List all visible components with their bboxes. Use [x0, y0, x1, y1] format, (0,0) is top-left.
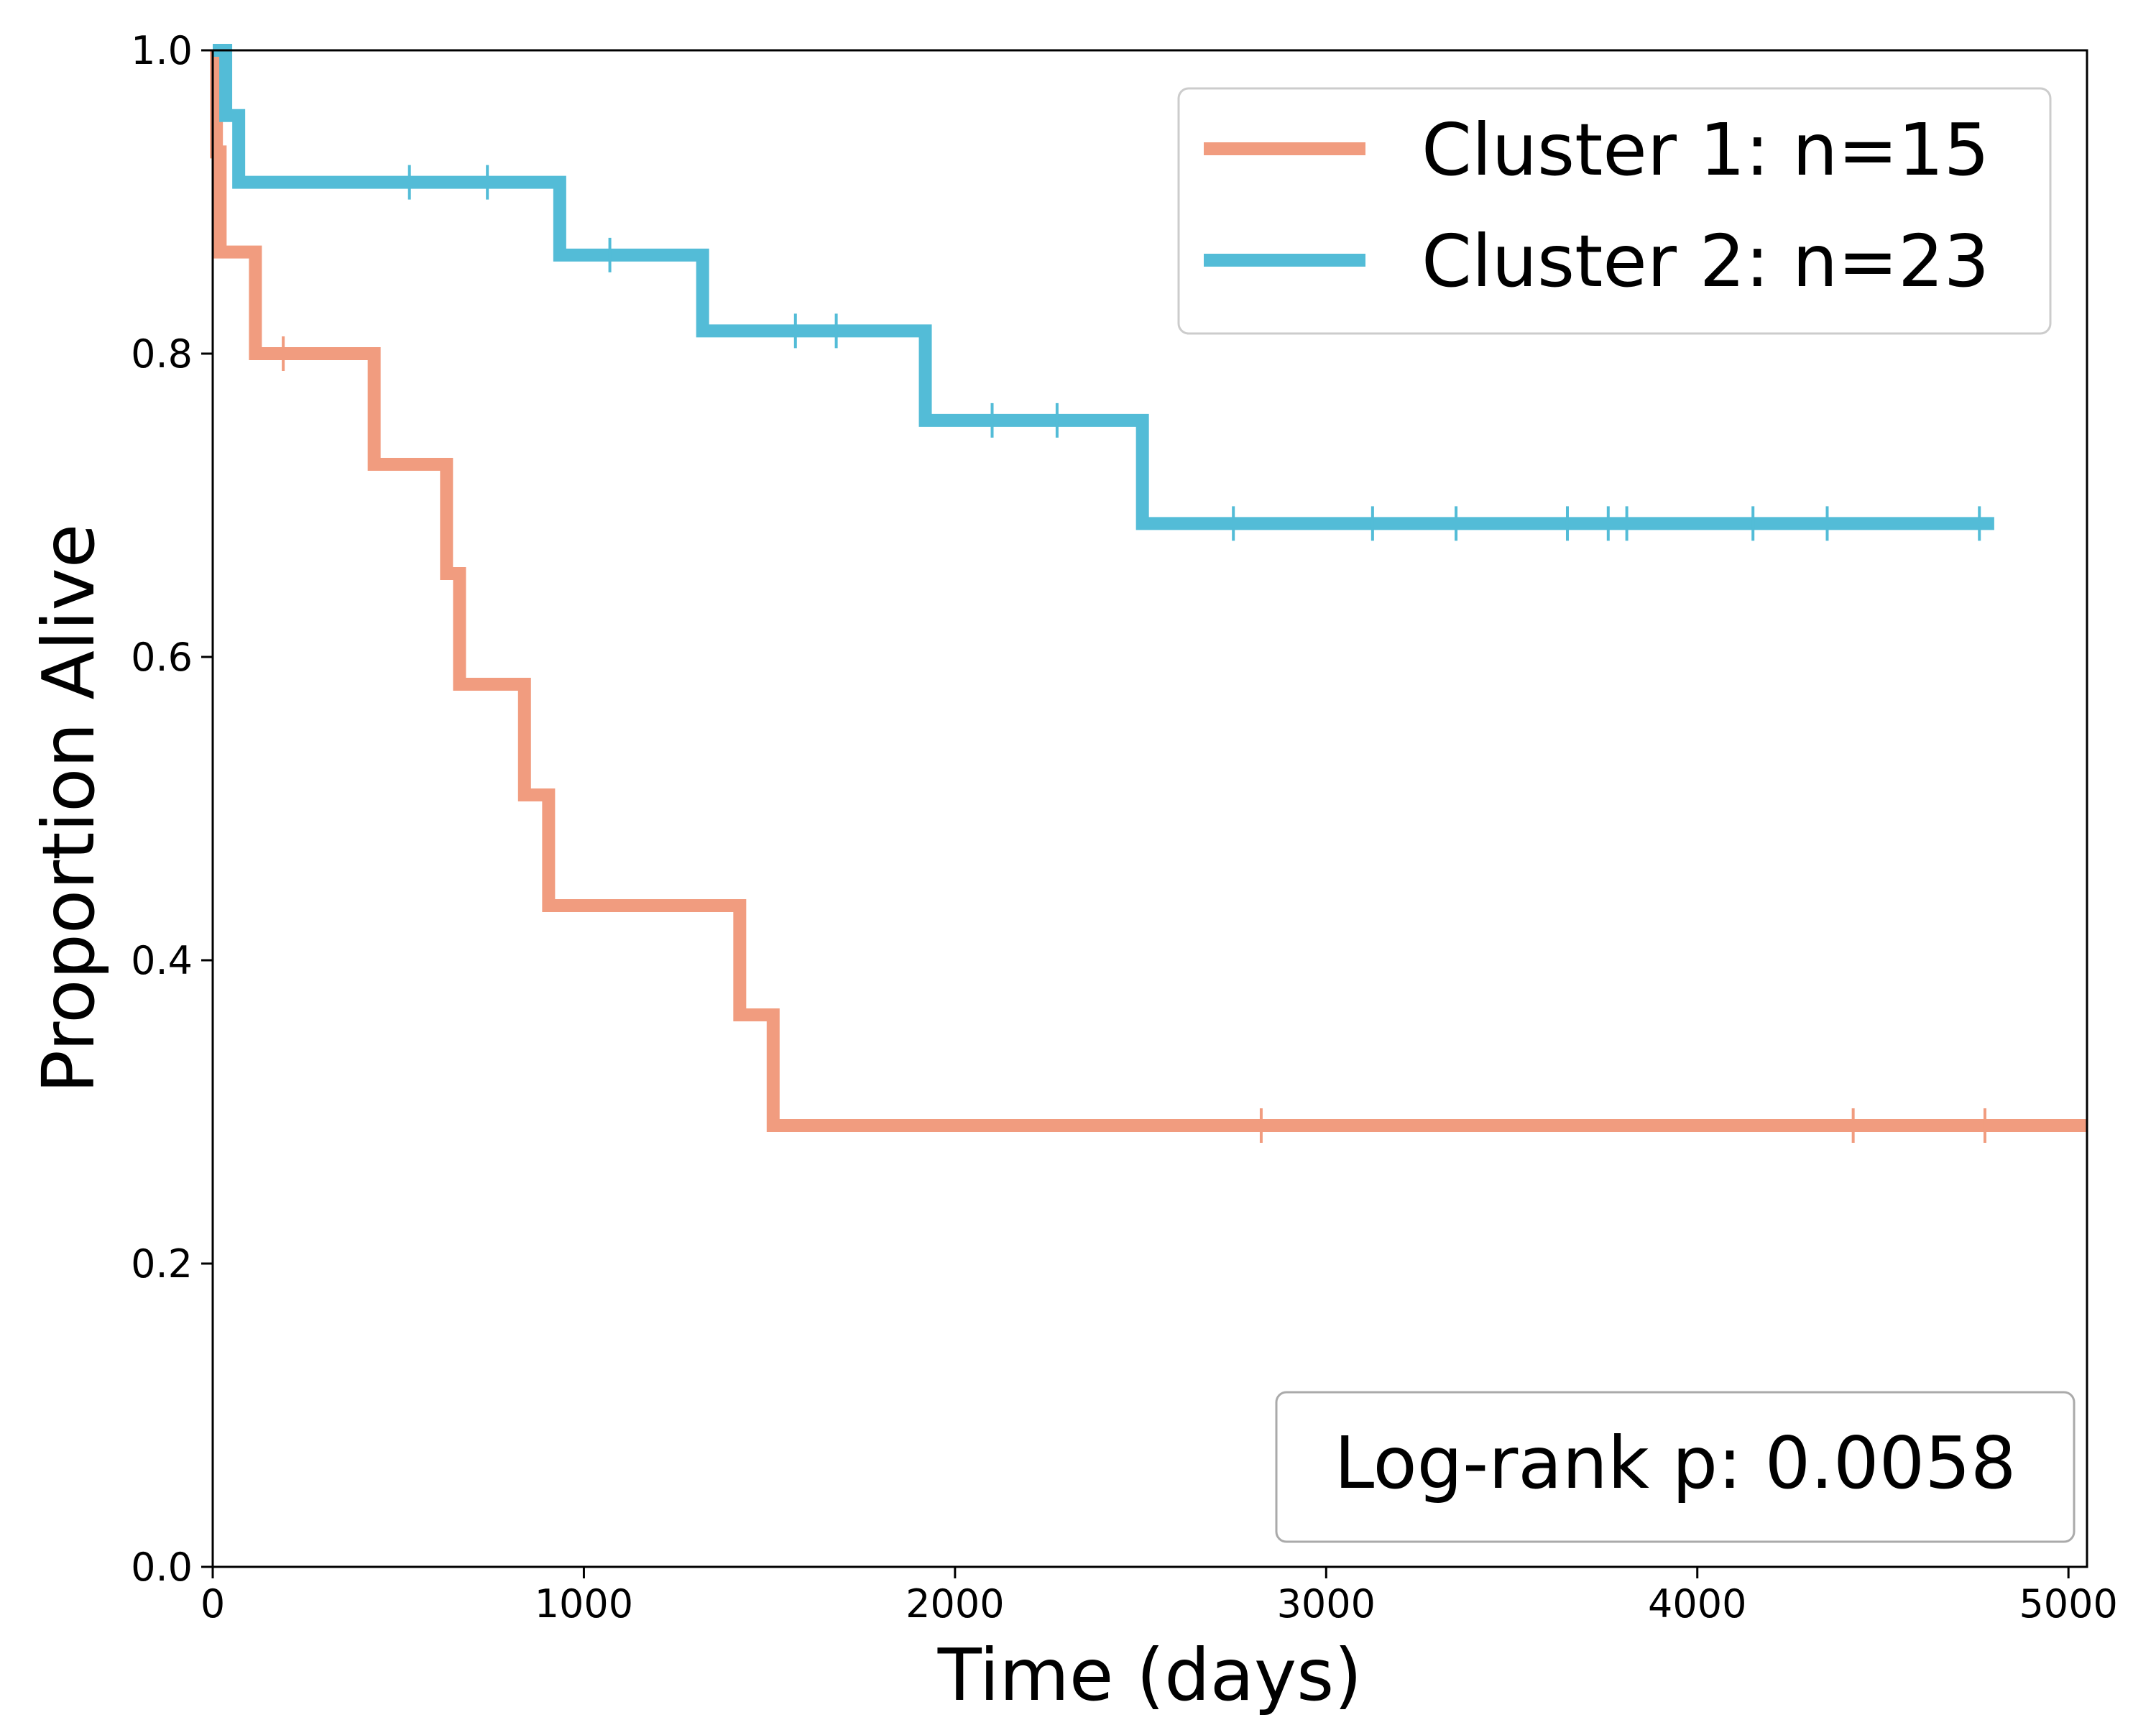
- x-tick-label: 2000: [906, 1581, 1004, 1627]
- legend-label-cluster-2: Cluster 2: n=23: [1422, 219, 1989, 303]
- legend: Cluster 1: n=15 Cluster 2: n=23: [1177, 87, 2052, 335]
- plot-frame: [211, 49, 2088, 1568]
- y-tick-label: 0.2: [131, 1241, 193, 1287]
- x-tick-label: 3000: [1277, 1581, 1376, 1627]
- ticks-layer: 0 1000 2000 3000 4000 5000 0.0 0.2 0.4 0.6 0.8 1.0: [131, 28, 2118, 1627]
- legend-frame: [1177, 87, 2052, 335]
- y-tick-label: 0.6: [131, 635, 193, 680]
- annotation-frame: [1275, 1391, 2076, 1543]
- y-axis-title: Proportion Alive: [27, 524, 111, 1093]
- logrank-annotation: Log-rank p: 0.0058: [1275, 1391, 2076, 1543]
- series-line-cluster-1: [210, 44, 2087, 1132]
- x-tick-label: 1000: [535, 1581, 633, 1627]
- y-tick-label: 0.4: [131, 938, 193, 983]
- y-tick-label: 0.8: [131, 331, 193, 377]
- annotation-text: Log-rank p: 0.0058: [1334, 1421, 2016, 1505]
- x-tick-label: 0: [201, 1581, 225, 1627]
- legend-label-cluster-1: Cluster 1: n=15: [1422, 108, 1989, 192]
- series-layer: [210, 44, 2087, 1143]
- x-axis-title: Time (days): [937, 1633, 1363, 1717]
- x-tick-label: 5000: [2019, 1581, 2117, 1627]
- series-line-cluster-2: [213, 44, 1994, 530]
- y-tick-label: 1.0: [131, 28, 193, 73]
- x-tick-label: 4000: [1648, 1581, 1746, 1627]
- y-tick-label: 0.0: [131, 1545, 193, 1590]
